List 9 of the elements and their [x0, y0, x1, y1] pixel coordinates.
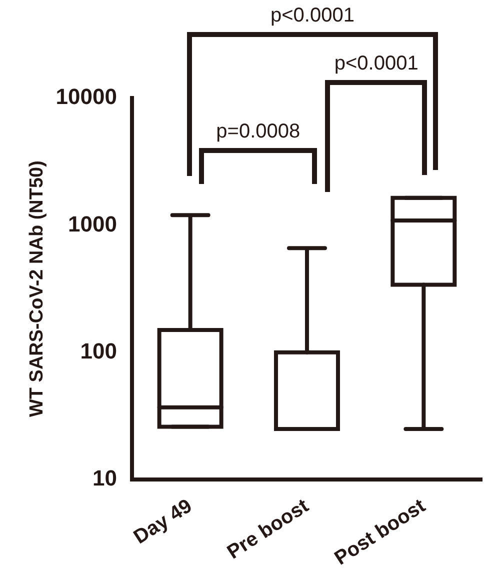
- text: p<0.0001: [270, 4, 354, 27]
- x-tick-label: Day 49: [130, 495, 196, 549]
- y-tick-label: 10000: [56, 84, 117, 110]
- y-tick-label: 1000: [68, 211, 117, 236]
- annotation: p=0.0008: [216, 120, 300, 143]
- text: p<0.0001: [334, 52, 418, 75]
- y-tick-label: 10: [92, 466, 117, 491]
- y-tick-label: 100: [80, 338, 117, 364]
- y-axis-title: WT SARS-CoV-2 NAb (NT50): [26, 160, 48, 418]
